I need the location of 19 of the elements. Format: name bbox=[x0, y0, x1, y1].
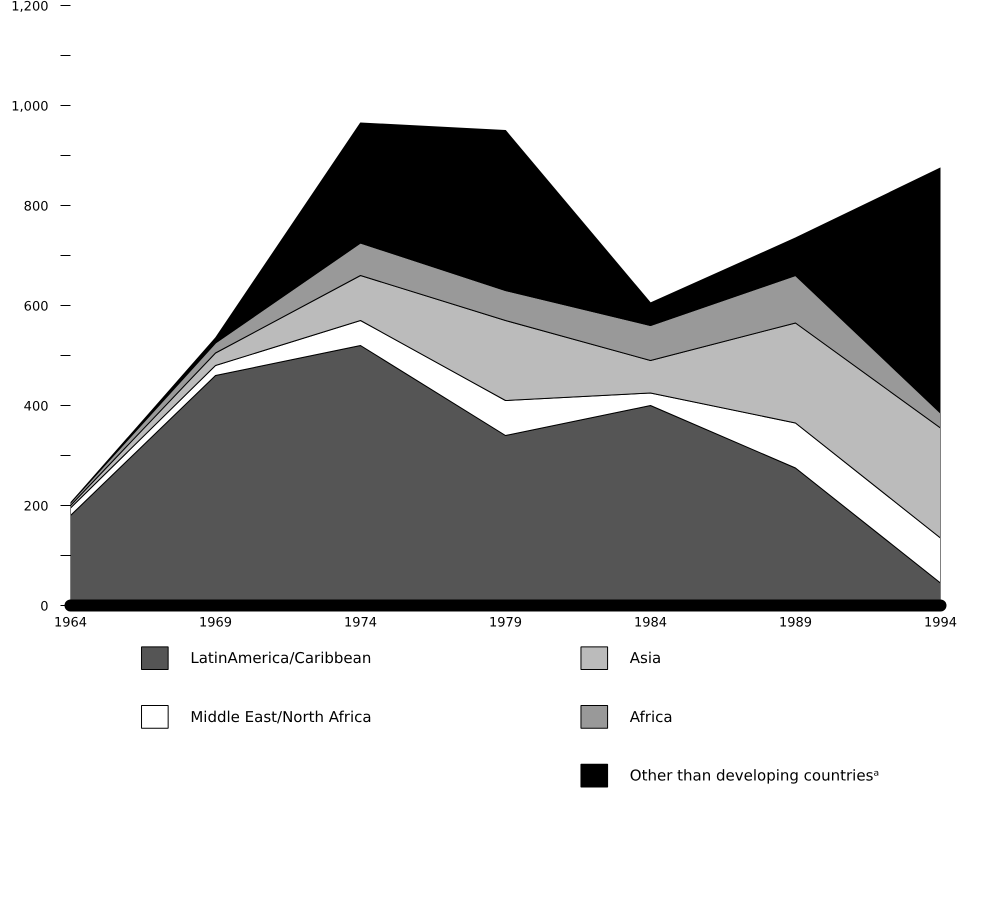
x-tick-label: 1974 bbox=[344, 616, 378, 630]
x-tick-label: 1969 bbox=[198, 616, 232, 630]
x-tick-label: 1979 bbox=[488, 616, 522, 630]
y-tick-label: 200 bbox=[24, 500, 49, 514]
y-tick-label: 1,200 bbox=[11, 0, 48, 14]
y-tick-label: 600 bbox=[24, 300, 49, 314]
x-tick-label: 1964 bbox=[54, 616, 88, 630]
legend-label: Africa bbox=[630, 708, 673, 726]
y-tick-label: 800 bbox=[24, 200, 49, 214]
legend-label: Asia bbox=[630, 649, 662, 668]
y-tick-label: 0 bbox=[40, 600, 49, 614]
x-tick-label: 1994 bbox=[924, 616, 958, 630]
legend-label: Other than developing countriesᵃ bbox=[630, 766, 880, 785]
y-tick-label: 400 bbox=[24, 400, 49, 414]
y-tick-label: 1,000 bbox=[11, 100, 48, 114]
legend-label: Middle East/North Africa bbox=[190, 708, 372, 726]
x-tick-label: 1989 bbox=[778, 616, 812, 630]
legend-label: LatinAmerica/Caribbean bbox=[190, 649, 372, 668]
x-tick-label: 1984 bbox=[634, 616, 668, 630]
